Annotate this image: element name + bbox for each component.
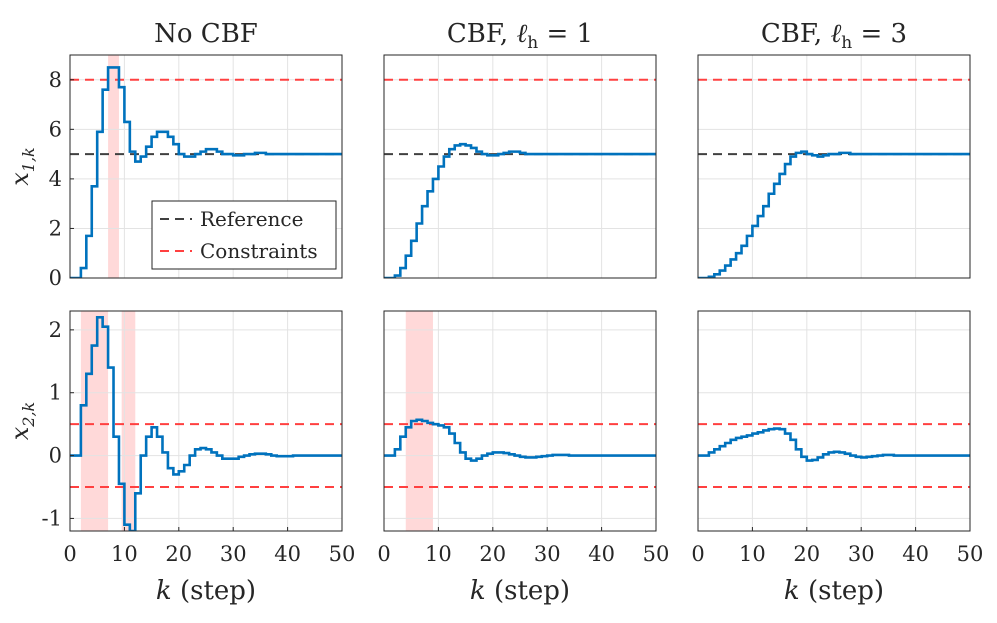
trajectory-line — [70, 315, 342, 531]
violation-band — [108, 55, 119, 278]
x-axis-label: k (step) — [156, 576, 256, 606]
x-tick-label: 10 — [111, 542, 138, 566]
axes-box — [383, 54, 657, 279]
y-tick-label: 8 — [49, 68, 62, 92]
x-tick-label: 20 — [165, 542, 192, 566]
y-tick-label: 4 — [49, 167, 62, 191]
x-tick-label: 30 — [534, 542, 561, 566]
y-tick-label: 0 — [49, 444, 62, 468]
trajectory-line — [384, 418, 656, 462]
y-axis-label-row-2: x2,k — [6, 402, 38, 441]
trajectory-line — [70, 66, 342, 278]
panel-r1-c1: 0 2 4 6 8 — [49, 54, 343, 290]
x-tick-label: 10 — [425, 542, 452, 566]
panel-r2-c3: 0 10 20 30 40 50 k (step) — [691, 310, 984, 606]
x-tick-label: 20 — [479, 542, 506, 566]
panel-r1-c2 — [383, 54, 657, 279]
y-tick-label: 6 — [49, 117, 62, 141]
legend-label-reference: Reference — [200, 207, 303, 231]
violation-band — [121, 311, 136, 531]
x-tick-label: 10 — [739, 542, 766, 566]
y-tick-label: 2 — [49, 318, 62, 342]
legend-label-constraints: Constraints — [200, 239, 318, 263]
panel-r2-c2: 0 10 20 30 40 50 k (step) — [377, 310, 670, 606]
axes-box — [69, 310, 343, 532]
x-tick-label: 0 — [691, 542, 704, 566]
x-tick-label: 20 — [793, 542, 820, 566]
x-tick-label: 50 — [329, 542, 356, 566]
axes-box — [697, 310, 971, 532]
x-axis-label: k (step) — [784, 576, 884, 606]
legend-box — [151, 200, 337, 270]
violation-band — [80, 311, 109, 531]
trajectory-line — [384, 142, 656, 278]
panel-title-2: CBF, ℓh = 1 — [447, 19, 593, 53]
x-tick-label: 30 — [848, 542, 875, 566]
panel-r1-c3 — [697, 54, 971, 279]
x-tick-label: 0 — [63, 542, 76, 566]
axes-box — [69, 54, 343, 279]
x-tick-label: 0 — [377, 542, 390, 566]
y-tick-label: -1 — [42, 506, 62, 530]
panel-title-3: CBF, ℓh = 3 — [761, 19, 907, 53]
x-tick-label: 40 — [902, 542, 929, 566]
panel-title-1: No CBF — [154, 19, 258, 49]
y-axis-label-row-1: x1,k — [6, 147, 38, 186]
x-tick-label: 50 — [643, 542, 670, 566]
x-tick-label: 40 — [274, 542, 301, 566]
y-tick-label: 2 — [49, 216, 62, 240]
y-tick-label: 1 — [49, 381, 62, 405]
x-tick-label: 40 — [588, 542, 615, 566]
y-tick-label: 0 — [49, 266, 62, 290]
trajectory-line — [698, 427, 970, 462]
axes-box — [697, 54, 971, 279]
x-axis-label: k (step) — [470, 576, 570, 606]
x-tick-label: 50 — [957, 542, 984, 566]
trajectory-line — [698, 150, 970, 278]
x-tick-label: 30 — [220, 542, 247, 566]
axes-box — [383, 310, 657, 532]
legend: Reference Constraints — [151, 200, 337, 270]
